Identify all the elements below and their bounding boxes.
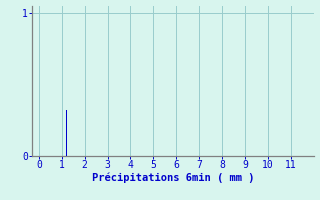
X-axis label: Précipitations 6min ( mm ): Précipitations 6min ( mm ): [92, 173, 254, 183]
Bar: [66, 110, 67, 156]
